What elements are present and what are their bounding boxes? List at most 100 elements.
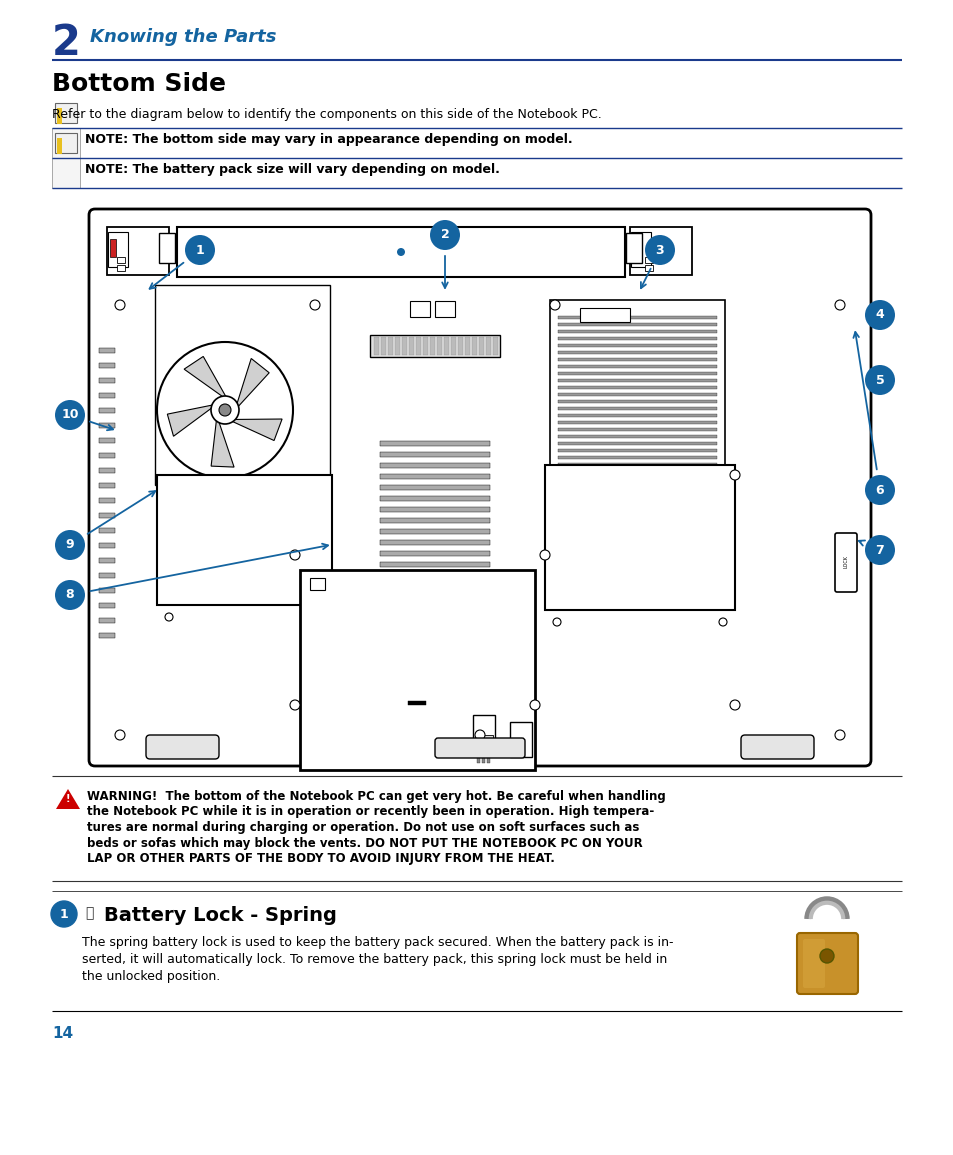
Bar xyxy=(379,507,490,512)
Text: 2: 2 xyxy=(440,229,449,241)
Circle shape xyxy=(396,248,405,256)
Bar xyxy=(558,400,717,403)
Bar xyxy=(630,232,650,267)
Bar xyxy=(57,137,62,154)
Bar xyxy=(380,337,386,355)
Text: 1: 1 xyxy=(195,244,204,256)
Bar xyxy=(55,133,77,152)
Circle shape xyxy=(165,613,172,621)
Bar xyxy=(464,337,470,355)
Bar xyxy=(379,452,490,457)
Text: LAP OR OTHER PARTS OF THE BODY TO AVOID INJURY FROM THE HEAT.: LAP OR OTHER PARTS OF THE BODY TO AVOID … xyxy=(87,852,555,865)
Text: 8: 8 xyxy=(66,589,74,602)
Bar xyxy=(493,337,497,355)
FancyBboxPatch shape xyxy=(796,933,857,994)
Text: 4: 4 xyxy=(875,308,883,321)
Bar xyxy=(99,558,115,562)
Bar xyxy=(379,517,490,523)
Bar xyxy=(99,348,115,353)
Bar xyxy=(485,337,491,355)
Bar xyxy=(379,551,490,556)
Bar xyxy=(558,316,717,319)
Bar xyxy=(416,337,420,355)
Bar xyxy=(558,413,717,417)
Bar xyxy=(558,470,717,474)
Bar xyxy=(473,715,495,750)
Bar xyxy=(99,513,115,517)
Bar xyxy=(558,449,717,452)
Bar xyxy=(558,365,717,368)
Bar xyxy=(379,485,490,490)
Bar xyxy=(374,337,378,355)
Circle shape xyxy=(834,730,844,740)
Circle shape xyxy=(310,300,319,310)
Bar xyxy=(108,232,128,267)
Circle shape xyxy=(157,342,293,478)
Circle shape xyxy=(290,550,299,560)
Bar xyxy=(558,484,717,487)
Bar xyxy=(379,463,490,468)
Text: 6: 6 xyxy=(875,484,883,497)
Bar xyxy=(99,408,115,413)
Bar xyxy=(558,351,717,353)
Bar xyxy=(379,529,490,534)
Circle shape xyxy=(475,730,484,740)
Bar xyxy=(558,477,717,480)
Bar xyxy=(558,456,717,459)
Bar xyxy=(633,239,639,258)
Bar xyxy=(451,337,456,355)
Circle shape xyxy=(211,396,239,424)
Circle shape xyxy=(185,234,214,264)
FancyBboxPatch shape xyxy=(740,735,813,759)
Circle shape xyxy=(864,300,894,330)
Text: Battery Lock - Spring: Battery Lock - Spring xyxy=(104,906,336,925)
Bar xyxy=(379,628,490,633)
Bar xyxy=(379,617,490,623)
Bar xyxy=(159,233,174,263)
Bar xyxy=(629,228,691,275)
Bar xyxy=(558,463,717,465)
Bar xyxy=(625,233,641,263)
Circle shape xyxy=(820,949,833,963)
Bar xyxy=(481,755,484,763)
Text: tures are normal during charging or operation. Do not use on soft surfaces such : tures are normal during charging or oper… xyxy=(87,821,639,834)
Circle shape xyxy=(539,550,550,560)
Bar xyxy=(409,337,414,355)
Bar xyxy=(52,128,80,158)
Bar xyxy=(157,475,332,605)
Bar xyxy=(510,722,532,757)
Bar xyxy=(644,258,652,263)
Bar xyxy=(558,491,717,494)
Circle shape xyxy=(219,404,231,416)
Bar xyxy=(117,264,125,271)
Bar xyxy=(558,379,717,382)
Bar xyxy=(379,584,490,589)
Text: 2: 2 xyxy=(52,22,81,64)
Bar xyxy=(99,588,115,593)
Bar xyxy=(558,442,717,445)
Text: 10: 10 xyxy=(61,409,79,422)
Bar xyxy=(443,337,449,355)
Circle shape xyxy=(530,700,539,710)
Bar xyxy=(422,337,428,355)
Bar xyxy=(310,578,325,590)
Text: 14: 14 xyxy=(52,1026,73,1041)
Text: Bottom Side: Bottom Side xyxy=(52,72,226,96)
Text: 🔒: 🔒 xyxy=(85,906,93,921)
Circle shape xyxy=(644,234,675,264)
Bar xyxy=(457,337,462,355)
Bar xyxy=(379,541,490,545)
Bar xyxy=(472,337,476,355)
Bar xyxy=(435,301,455,316)
Bar xyxy=(99,393,115,398)
Bar xyxy=(401,337,407,355)
Bar xyxy=(558,422,717,424)
Bar xyxy=(550,300,724,511)
Bar xyxy=(177,228,624,277)
Bar xyxy=(99,498,115,502)
Bar xyxy=(107,228,169,275)
Circle shape xyxy=(55,400,85,430)
Bar xyxy=(558,330,717,333)
Text: !: ! xyxy=(66,793,71,804)
Circle shape xyxy=(430,219,459,249)
